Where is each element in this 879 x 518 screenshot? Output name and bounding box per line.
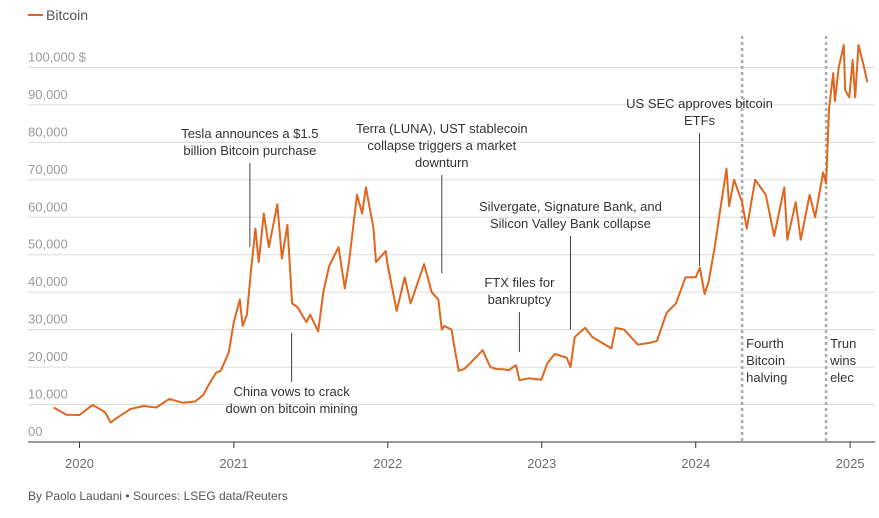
- annotation-text: bankruptcy: [488, 292, 552, 307]
- event-label-line: Trun: [830, 336, 856, 351]
- y-tick-label: 10,000: [28, 387, 68, 402]
- legend-label: Bitcoin: [46, 7, 88, 23]
- y-tick-label: 20,000: [28, 349, 68, 364]
- y-tick-label: 50,000: [28, 237, 68, 252]
- annotation-text: ETFs: [684, 113, 716, 128]
- annotation: Terra (LUNA), UST stablecoin collapse tri…: [356, 121, 528, 274]
- axes: 00 10,000 20,000 30,000 40,000 50,000 60,000 70…: [28, 49, 875, 471]
- annotation-text: Tesla announces a $1.5: [181, 126, 318, 141]
- x-tick-label: 2022: [373, 456, 402, 471]
- event-label: Trun wins elec: [829, 336, 857, 385]
- x-tick-label: 2025: [836, 456, 865, 471]
- series-layer: [53, 44, 869, 424]
- annotation-text: China vows to crack: [233, 384, 350, 399]
- y-tick-label: 70,000: [28, 162, 68, 177]
- annotation-text: collapse triggers a market: [367, 138, 516, 153]
- annotation-text: downturn: [415, 155, 468, 170]
- annotation: FTX files for bankruptcy: [484, 275, 555, 353]
- event-label: Fourth Bitcoin halving: [746, 336, 787, 385]
- annotation: Tesla announces a $1.5 billion Bitcoin pu…: [181, 126, 319, 248]
- event-label-line: wins: [829, 353, 857, 368]
- x-tick-label: 2023: [527, 456, 556, 471]
- annotation-text: Silicon Valley Bank collapse: [490, 216, 651, 231]
- event-label-line: Fourth: [746, 336, 784, 351]
- y-tick-label: 80,000: [28, 124, 68, 139]
- event-label-line: halving: [746, 370, 787, 385]
- annotation: China vows to crack down on bitcoin minin…: [226, 332, 358, 416]
- x-tick-label: 2020: [65, 456, 94, 471]
- annotation-text: Silvergate, Signature Bank, and: [479, 199, 662, 214]
- event-lines: Fourth Bitcoin halving Trun wins elec: [740, 36, 857, 442]
- annotation-text: FTX files for: [484, 275, 555, 290]
- y-tick-label: 00: [28, 424, 42, 439]
- y-tick-label: 30,000: [28, 312, 68, 327]
- event-label-line: elec: [830, 370, 854, 385]
- x-tick-label: 2021: [219, 456, 248, 471]
- x-tick-label: 2024: [681, 456, 710, 471]
- y-tick-label: 60,000: [28, 199, 68, 214]
- legend: Bitcoin: [28, 7, 88, 23]
- annotation: US SEC approves bitcoin ETFs: [626, 96, 773, 266]
- event-label-line: Bitcoin: [746, 353, 785, 368]
- y-tick-label: 90,000: [28, 87, 68, 102]
- annotation-text: billion Bitcoin purchase: [183, 143, 316, 158]
- series-line-bitcoin: [53, 44, 869, 424]
- y-tick-label: 100,000 $: [28, 49, 87, 64]
- annotation: Silvergate, Signature Bank, and Silicon V…: [479, 199, 662, 330]
- annotation-text: Terra (LUNA), UST stablecoin: [356, 121, 528, 136]
- y-tick-label: 40,000: [28, 274, 68, 289]
- source-credit: By Paolo Laudani • Sources: LSEG data/Re…: [28, 489, 288, 503]
- annotation-text: down on bitcoin mining: [226, 401, 358, 416]
- annotation-text: US SEC approves bitcoin: [626, 96, 773, 111]
- gridlines: [28, 66, 875, 406]
- bitcoin-price-chart: Fourth Bitcoin halving Trun wins elec Tesla a…: [28, 7, 875, 471]
- annotations: Tesla announces a $1.5 billion Bitcoin pu…: [181, 96, 773, 416]
